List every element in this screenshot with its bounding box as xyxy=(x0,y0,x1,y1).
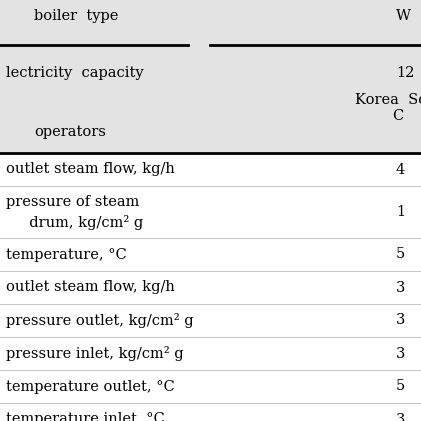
Text: 1: 1 xyxy=(396,205,405,219)
Text: lectricity  capacity: lectricity capacity xyxy=(6,66,144,80)
Text: 5: 5 xyxy=(396,379,405,394)
Text: 3: 3 xyxy=(396,314,405,328)
Text: pressure of steam: pressure of steam xyxy=(6,195,139,209)
Text: W: W xyxy=(396,9,411,23)
Text: drum, kg/cm² g: drum, kg/cm² g xyxy=(20,215,143,229)
Text: temperature inlet, °C: temperature inlet, °C xyxy=(6,413,165,421)
Text: outlet steam flow, kg/h: outlet steam flow, kg/h xyxy=(6,163,175,176)
Text: Korea  Sou: Korea Sou xyxy=(355,93,421,107)
Text: 3: 3 xyxy=(396,280,405,295)
Text: operators: operators xyxy=(34,125,106,139)
Text: 4: 4 xyxy=(396,163,405,176)
Text: outlet steam flow, kg/h: outlet steam flow, kg/h xyxy=(6,280,175,295)
Text: temperature, °C: temperature, °C xyxy=(6,248,127,261)
Text: C: C xyxy=(392,109,403,123)
Text: 5: 5 xyxy=(396,248,405,261)
Text: pressure inlet, kg/cm² g: pressure inlet, kg/cm² g xyxy=(6,346,184,361)
Text: 12: 12 xyxy=(396,66,414,80)
Text: pressure outlet, kg/cm² g: pressure outlet, kg/cm² g xyxy=(6,313,194,328)
Text: boiler  type: boiler type xyxy=(34,9,118,23)
Text: 3: 3 xyxy=(396,413,405,421)
Bar xyxy=(0,0,421,155)
Text: 3: 3 xyxy=(396,346,405,360)
Text: temperature outlet, °C: temperature outlet, °C xyxy=(6,379,175,394)
